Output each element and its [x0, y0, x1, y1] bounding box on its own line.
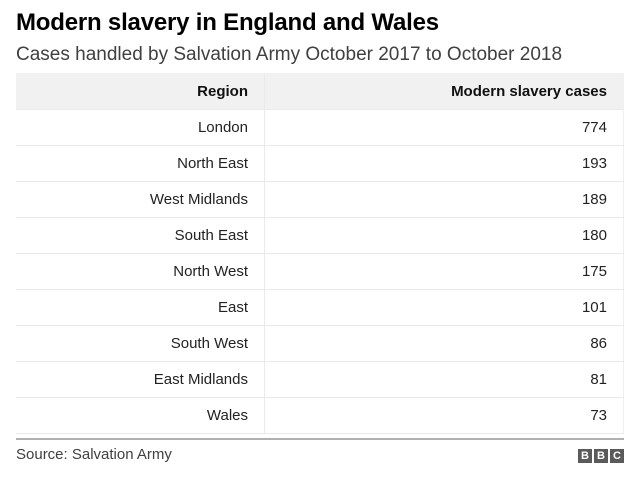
bbc-logo-letter: C — [610, 449, 624, 463]
region-cell: West Midlands — [16, 181, 265, 218]
region-cell: East Midlands — [16, 361, 265, 398]
cases-cell: 189 — [264, 181, 624, 218]
bbc-logo: B B C — [578, 449, 624, 463]
region-cell: South East — [16, 217, 265, 254]
cases-cell: 86 — [264, 325, 624, 362]
region-cell: London — [16, 109, 265, 146]
region-cell: Wales — [16, 397, 265, 434]
cases-cell: 175 — [264, 253, 624, 290]
chart-title: Modern slavery in England and Wales — [16, 9, 439, 36]
table-row: South West 86 — [16, 325, 624, 362]
table-row: East Midlands 81 — [16, 361, 624, 398]
bbc-logo-letter: B — [594, 449, 608, 463]
region-cell: North West — [16, 253, 265, 290]
column-header-cases: Modern slavery cases — [264, 73, 624, 110]
cases-cell: 193 — [264, 145, 624, 182]
table-header-row: Region Modern slavery cases — [16, 73, 624, 110]
table-row: East 101 — [16, 289, 624, 326]
table-row: Wales 73 — [16, 397, 624, 434]
table-row: North East 193 — [16, 145, 624, 182]
region-cell: North East — [16, 145, 265, 182]
cases-cell: 180 — [264, 217, 624, 254]
cases-cell: 101 — [264, 289, 624, 326]
column-header-region: Region — [16, 73, 265, 110]
cases-cell: 774 — [264, 109, 624, 146]
data-table: Region Modern slavery cases London 774 No… — [16, 73, 624, 434]
table-row: London 774 — [16, 109, 624, 146]
table-row: West Midlands 189 — [16, 181, 624, 218]
bbc-logo-letter: B — [578, 449, 592, 463]
source-note: Source: Salvation Army — [16, 446, 172, 463]
table-row: North West 175 — [16, 253, 624, 290]
region-cell: East — [16, 289, 265, 326]
chart-subtitle: Cases handled by Salvation Army October … — [16, 44, 563, 65]
cases-cell: 73 — [264, 397, 624, 434]
region-cell: South West — [16, 325, 265, 362]
table-row: South East 180 — [16, 217, 624, 254]
footer-divider — [16, 438, 624, 440]
cases-cell: 81 — [264, 361, 624, 398]
